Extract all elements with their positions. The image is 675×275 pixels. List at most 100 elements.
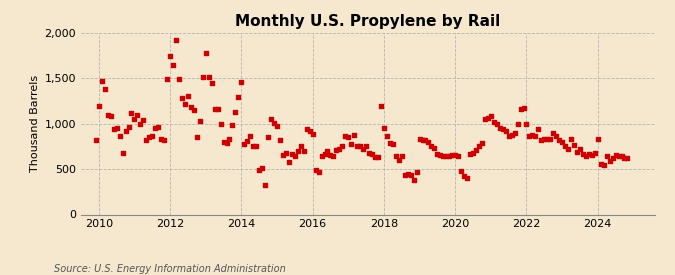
Point: [604, 159, 615, 163]
Point: [358, 147, 369, 151]
Point: [286, 152, 297, 156]
Point: [290, 153, 300, 158]
Point: [93, 103, 104, 108]
Point: [589, 151, 600, 155]
Point: [129, 117, 140, 122]
Point: [352, 144, 362, 148]
Point: [479, 117, 490, 122]
Point: [334, 147, 345, 151]
Point: [218, 140, 229, 144]
Text: Source: U.S. Energy Information Administration: Source: U.S. Energy Information Administ…: [54, 264, 286, 274]
Point: [453, 153, 464, 158]
Point: [385, 141, 396, 145]
Point: [426, 143, 437, 148]
Point: [578, 152, 589, 156]
Point: [533, 127, 544, 131]
Point: [512, 122, 523, 126]
Point: [441, 154, 452, 159]
Point: [489, 120, 500, 124]
Point: [177, 96, 188, 101]
Point: [417, 138, 428, 142]
Point: [613, 154, 624, 159]
Point: [227, 122, 238, 127]
Point: [343, 135, 354, 140]
Point: [494, 126, 505, 131]
Point: [381, 133, 392, 138]
Point: [215, 122, 226, 126]
Point: [165, 53, 176, 58]
Point: [108, 127, 119, 131]
Point: [97, 79, 107, 83]
Point: [509, 131, 520, 135]
Point: [485, 114, 496, 119]
Point: [120, 129, 131, 133]
Point: [545, 137, 556, 141]
Point: [530, 133, 541, 138]
Point: [373, 155, 383, 160]
Point: [144, 135, 155, 140]
Point: [230, 110, 241, 114]
Point: [239, 142, 250, 146]
Point: [551, 133, 562, 138]
Point: [402, 172, 413, 176]
Point: [319, 152, 330, 156]
Point: [483, 116, 493, 120]
Point: [147, 133, 158, 138]
Point: [608, 156, 618, 160]
Point: [394, 158, 404, 162]
Point: [572, 150, 583, 154]
Point: [515, 107, 526, 111]
Point: [477, 141, 487, 145]
Point: [242, 139, 252, 143]
Point: [444, 154, 455, 159]
Point: [186, 104, 196, 109]
Point: [256, 166, 267, 170]
Point: [405, 172, 416, 177]
Point: [548, 131, 559, 135]
Point: [212, 107, 223, 111]
Point: [281, 151, 292, 155]
Point: [521, 122, 532, 126]
Point: [277, 152, 288, 157]
Point: [200, 51, 211, 55]
Point: [313, 170, 324, 174]
Point: [99, 87, 110, 92]
Point: [396, 153, 407, 158]
Point: [138, 118, 148, 122]
Point: [420, 138, 431, 142]
Point: [251, 143, 262, 148]
Point: [539, 137, 549, 141]
Point: [595, 161, 606, 166]
Point: [524, 133, 535, 138]
Point: [610, 152, 621, 157]
Point: [260, 183, 271, 188]
Point: [387, 142, 398, 146]
Point: [298, 149, 309, 153]
Point: [328, 154, 339, 159]
Point: [171, 38, 182, 42]
Point: [269, 121, 279, 125]
Point: [500, 129, 511, 133]
Point: [301, 127, 312, 131]
Point: [474, 143, 485, 148]
Point: [167, 63, 178, 67]
Point: [224, 137, 235, 141]
Point: [580, 153, 591, 158]
Point: [435, 152, 446, 157]
Point: [536, 138, 547, 142]
Point: [593, 137, 603, 141]
Point: [310, 168, 321, 172]
Point: [135, 122, 146, 126]
Point: [103, 112, 113, 117]
Point: [370, 155, 381, 160]
Point: [123, 125, 134, 130]
Point: [182, 94, 193, 98]
Point: [598, 163, 609, 168]
Point: [619, 156, 630, 160]
Point: [438, 153, 449, 158]
Point: [337, 143, 348, 148]
Point: [429, 146, 440, 150]
Point: [271, 124, 282, 129]
Point: [560, 144, 570, 148]
Point: [470, 148, 481, 152]
